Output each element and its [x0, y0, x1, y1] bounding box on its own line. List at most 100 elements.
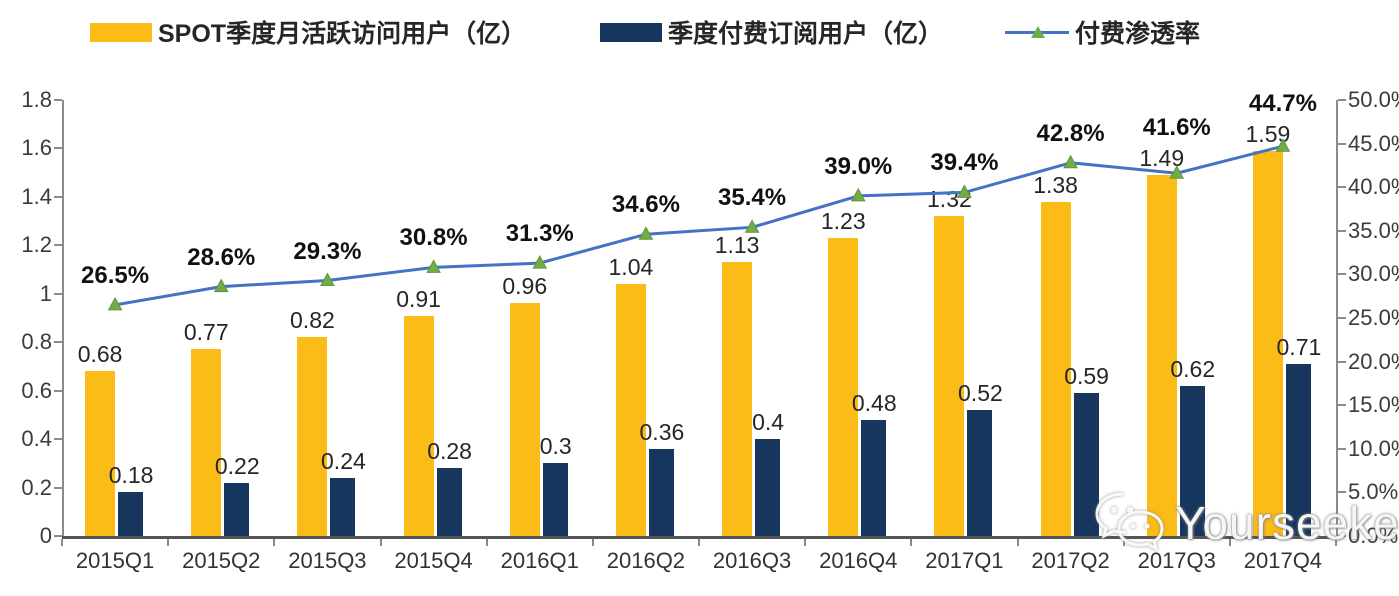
- legend-label-subs: 季度付费订阅用户（亿）: [668, 20, 944, 48]
- x-axis-tick: [698, 539, 700, 546]
- penetration-percent-label: 29.3%: [293, 237, 362, 265]
- x-axis-tick: [910, 539, 913, 546]
- watermark: Yourseeker: [1093, 490, 1399, 556]
- subs-bar-label: 0.71: [1276, 334, 1322, 361]
- penetration-marker: [320, 272, 335, 287]
- left-axis-tick: [54, 292, 62, 295]
- mau-bar-label: 1.32: [927, 186, 972, 213]
- x-axis-label: 2017Q2: [1031, 548, 1110, 573]
- penetration-marker: [744, 219, 760, 233]
- x-axis-tick: [804, 539, 807, 546]
- mau-bar: [828, 238, 859, 536]
- right-axis-tick-label: 5.0%: [1348, 479, 1399, 505]
- left-axis-tick-label: 0.8: [21, 329, 52, 355]
- mau-bar: [615, 284, 646, 536]
- subs-bar: [436, 468, 462, 536]
- x-axis-tick: [485, 539, 488, 546]
- penetration-percent-label: 42.8%: [1036, 119, 1105, 147]
- penetration-marker: [426, 259, 441, 273]
- right-axis-tick-label: 45.0%: [1348, 130, 1399, 156]
- right-axis-tick: [1338, 273, 1346, 276]
- mau-bar-label: 1.23: [820, 208, 866, 235]
- subs-bar: [648, 448, 674, 536]
- right-axis-tick-label: 0.0%: [1348, 523, 1399, 548]
- x-axis-label: 2017Q4: [1243, 548, 1323, 573]
- x-axis-label: 2015Q1: [75, 548, 155, 573]
- left-axis-tick-label: 1.2: [21, 232, 52, 258]
- right-axis-tick-label: 50.0%: [1348, 87, 1399, 112]
- mau-bar-label: 1.04: [608, 254, 654, 281]
- penetration-percent-label: 26.5%: [81, 261, 150, 289]
- x-axis-tick: [1122, 539, 1125, 546]
- penetration-marker: [638, 226, 654, 240]
- penetration-marker: [1063, 154, 1078, 169]
- subs-bar-label: 0.4: [752, 409, 785, 436]
- mau-bar: [191, 349, 222, 536]
- legend-swatch-mau-bar: [90, 22, 152, 42]
- mau-bar: [722, 262, 753, 536]
- subs-bar-label: 0.24: [321, 447, 366, 474]
- right-axis-tick: [1338, 142, 1346, 145]
- penetration-marker: [107, 296, 123, 311]
- x-axis-tick: [61, 539, 63, 546]
- left-axis-tick-label: 0.6: [21, 377, 52, 403]
- subs-bar-label: 0.28: [427, 438, 472, 465]
- right-axis-tick-label: 35.0%: [1348, 217, 1399, 243]
- mau-bar-label: 1.38: [1033, 171, 1078, 198]
- penetration-marker: [850, 187, 866, 202]
- left-axis-tick: [54, 99, 62, 101]
- left-axis-line: [62, 100, 64, 536]
- subs-bar-label: 0.36: [639, 418, 685, 445]
- x-axis-tick: [1016, 539, 1019, 546]
- left-axis-tick-label: 1.4: [21, 183, 52, 209]
- x-axis-line: [62, 536, 1338, 539]
- penetration-percent-label: 35.4%: [718, 184, 787, 212]
- mau-bar-label: 1.13: [714, 232, 760, 259]
- right-axis-tick-label: 40.0%: [1348, 174, 1399, 200]
- subs-bar: [861, 419, 887, 536]
- penetration-percent-label: 31.3%: [505, 220, 574, 248]
- penetration-marker: [532, 255, 548, 269]
- mau-bar-label: 1.59: [1245, 120, 1291, 147]
- legend-label-penetration: 付费渗透率: [1075, 20, 1201, 48]
- wechat-icon: [1095, 492, 1164, 552]
- mau-bar-label: 0.91: [396, 285, 441, 312]
- penetration-percent-label: 41.6%: [1142, 114, 1211, 142]
- right-axis-tick-label: 20.0%: [1348, 348, 1399, 374]
- penetration-percent-label: 28.6%: [187, 243, 256, 271]
- x-axis-tick: [167, 539, 170, 546]
- subs-bar-label: 0.18: [108, 462, 154, 489]
- subs-bar-label: 0.62: [1170, 355, 1216, 382]
- right-axis-tick: [1338, 404, 1346, 407]
- mau-bar: [297, 337, 328, 536]
- x-axis-tick: [379, 539, 382, 546]
- penetration-percent-label: 39.4%: [930, 149, 999, 177]
- subs-bar-label: 0.48: [851, 389, 897, 416]
- right-axis-tick: [1338, 317, 1346, 319]
- penetration-percent-label: 39.0%: [824, 152, 893, 180]
- left-axis-tick-label: 1: [39, 280, 52, 306]
- subs-bar: [755, 439, 781, 536]
- x-axis-label: 2017Q3: [1137, 548, 1216, 573]
- subs-bar: [1073, 393, 1099, 536]
- subs-bar-label: 0.3: [539, 433, 572, 460]
- x-axis-label: 2016Q3: [712, 548, 792, 573]
- x-axis-label: 2015Q3: [288, 548, 367, 573]
- mau-bar-label: 0.77: [183, 319, 229, 346]
- mau-bar: [509, 303, 540, 536]
- mau-bar: [85, 371, 116, 536]
- right-axis-tick: [1338, 491, 1346, 494]
- subs-bar-label: 0.22: [214, 452, 260, 479]
- right-axis-tick: [1338, 186, 1346, 189]
- left-axis-tick: [54, 244, 62, 247]
- x-axis-tick: [1228, 539, 1231, 546]
- penetration-percent-label: 34.6%: [611, 191, 680, 219]
- subs-bar: [224, 482, 250, 536]
- subs-bar-label: 0.59: [1064, 363, 1109, 390]
- left-axis-tick: [54, 438, 62, 441]
- x-axis-tick: [273, 539, 276, 546]
- right-axis-tick: [1338, 447, 1346, 450]
- subs-bar: [967, 410, 993, 536]
- watermark-text: Yourseeker: [1175, 497, 1399, 549]
